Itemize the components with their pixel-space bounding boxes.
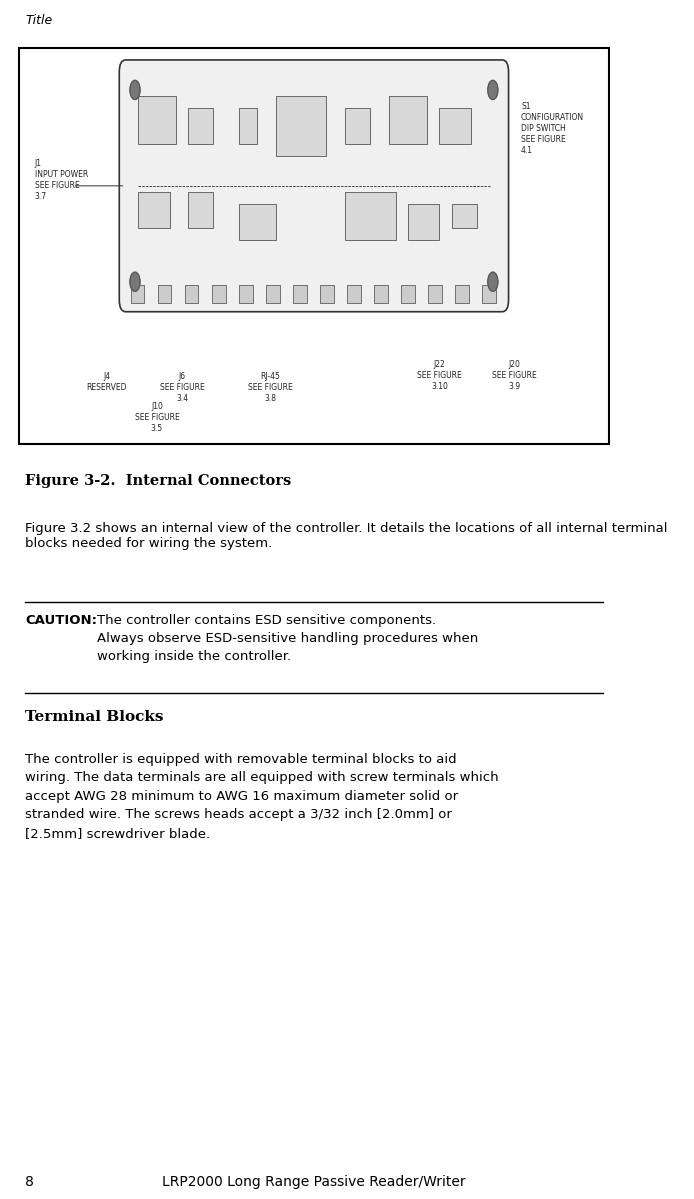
Bar <box>188 108 214 144</box>
Bar <box>138 96 176 144</box>
Bar <box>408 204 439 240</box>
Text: J4
RESERVED: J4 RESERVED <box>87 372 127 392</box>
Bar <box>452 204 477 228</box>
Circle shape <box>130 272 140 291</box>
Bar <box>428 285 442 303</box>
Text: J20
SEE FIGURE
3.9: J20 SEE FIGURE 3.9 <box>493 360 537 391</box>
Bar <box>374 285 388 303</box>
Text: Figure 3.2 shows an internal view of the controller. It details the locations of: Figure 3.2 shows an internal view of the… <box>25 522 668 549</box>
Bar <box>293 285 307 303</box>
Bar <box>320 285 334 303</box>
Text: The controller contains ESD sensitive components.
Always observe ESD-sensitive h: The controller contains ESD sensitive co… <box>97 614 479 663</box>
Text: J22
SEE FIGURE
3.10: J22 SEE FIGURE 3.10 <box>417 360 462 391</box>
Bar <box>239 108 257 144</box>
Bar <box>188 192 214 228</box>
FancyBboxPatch shape <box>119 60 509 312</box>
Bar <box>185 285 198 303</box>
Text: CAUTION:: CAUTION: <box>25 614 97 627</box>
Text: Terminal Blocks: Terminal Blocks <box>25 710 164 724</box>
Bar <box>138 192 169 228</box>
Bar <box>266 285 280 303</box>
Bar <box>239 204 276 240</box>
Bar <box>276 96 326 156</box>
FancyBboxPatch shape <box>19 48 609 444</box>
Bar <box>212 285 226 303</box>
Text: Figure 3-2.  Internal Connectors: Figure 3-2. Internal Connectors <box>25 474 291 488</box>
Circle shape <box>488 80 498 100</box>
Bar <box>347 285 361 303</box>
Text: LRP2000 Long Range Passive Reader/Writer: LRP2000 Long Range Passive Reader/Writer <box>162 1175 466 1189</box>
Bar <box>239 285 253 303</box>
Text: Title: Title <box>25 14 52 28</box>
Text: RJ-45
SEE FIGURE
3.8: RJ-45 SEE FIGURE 3.8 <box>248 372 292 403</box>
Bar <box>401 285 415 303</box>
Text: J1
INPUT POWER
SEE FIGURE
3.7: J1 INPUT POWER SEE FIGURE 3.7 <box>35 158 87 201</box>
Circle shape <box>488 272 498 291</box>
Bar <box>455 285 469 303</box>
Text: 8: 8 <box>25 1175 34 1189</box>
Bar <box>482 285 496 303</box>
Bar <box>158 285 171 303</box>
Bar <box>346 192 396 240</box>
Bar <box>439 108 471 144</box>
Bar <box>346 108 371 144</box>
Text: S1
CONFIGURATION
DIP SWITCH
SEE FIGURE
4.1: S1 CONFIGURATION DIP SWITCH SEE FIGURE 4… <box>521 102 584 156</box>
Text: The controller is equipped with removable terminal blocks to aid
wiring. The dat: The controller is equipped with removabl… <box>25 753 499 840</box>
Circle shape <box>130 80 140 100</box>
Text: J10
SEE FIGURE
3.5: J10 SEE FIGURE 3.5 <box>135 402 179 433</box>
Bar <box>389 96 427 144</box>
Text: J6
SEE FIGURE
3.4: J6 SEE FIGURE 3.4 <box>160 372 205 403</box>
Bar <box>130 285 144 303</box>
